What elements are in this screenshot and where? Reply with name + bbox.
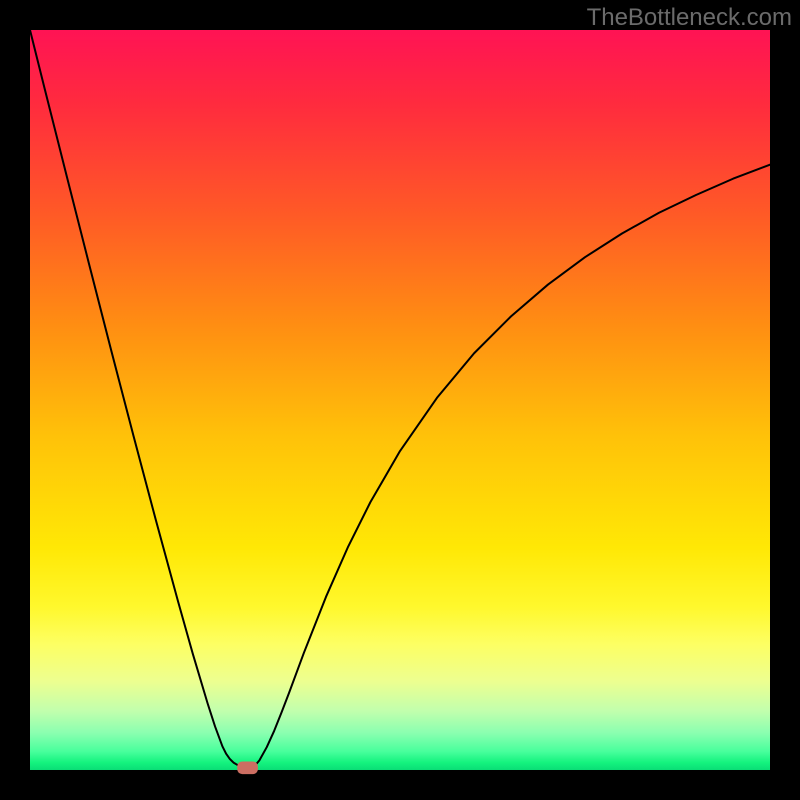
plot-background: [30, 30, 770, 770]
bottleneck-chart: TheBottleneck.com: [0, 0, 800, 800]
bottleneck-marker: [237, 761, 258, 774]
chart-svg: [0, 0, 800, 800]
